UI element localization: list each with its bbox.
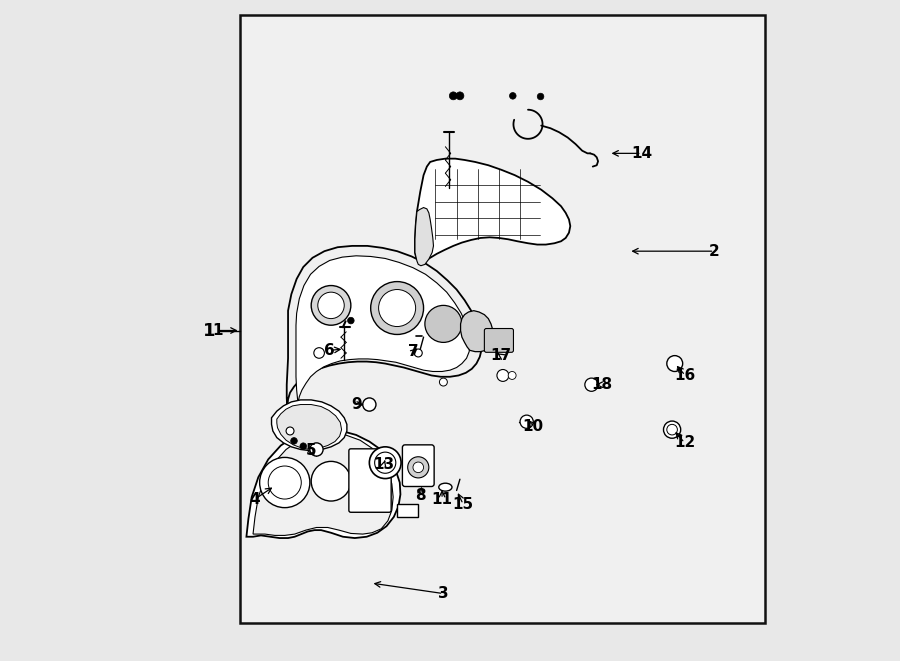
Circle shape <box>300 443 307 449</box>
Polygon shape <box>415 159 571 263</box>
Text: 9: 9 <box>351 397 362 412</box>
Circle shape <box>508 371 516 379</box>
Bar <box>397 504 418 517</box>
Circle shape <box>413 462 424 473</box>
Circle shape <box>667 424 678 435</box>
Polygon shape <box>461 311 493 352</box>
Text: 12: 12 <box>674 436 696 450</box>
Polygon shape <box>247 430 400 538</box>
FancyBboxPatch shape <box>349 449 392 512</box>
Text: 11: 11 <box>432 492 453 506</box>
Polygon shape <box>272 400 346 451</box>
Circle shape <box>369 447 401 479</box>
Circle shape <box>268 466 302 499</box>
Bar <box>240 15 765 623</box>
Text: 7: 7 <box>409 344 419 359</box>
Circle shape <box>497 369 508 381</box>
Circle shape <box>363 398 376 411</box>
Polygon shape <box>277 405 342 449</box>
Circle shape <box>291 438 297 444</box>
Text: 5: 5 <box>306 444 317 458</box>
Text: 4: 4 <box>249 492 260 506</box>
Text: 3: 3 <box>438 586 449 601</box>
Text: 1: 1 <box>212 323 222 338</box>
Text: 17: 17 <box>491 348 511 363</box>
Circle shape <box>667 356 683 371</box>
Polygon shape <box>253 434 393 535</box>
Text: 14: 14 <box>631 146 652 161</box>
Circle shape <box>439 378 447 386</box>
Polygon shape <box>287 246 482 418</box>
FancyBboxPatch shape <box>402 445 434 486</box>
Circle shape <box>520 415 534 428</box>
Circle shape <box>456 92 464 100</box>
Circle shape <box>663 421 680 438</box>
Circle shape <box>509 93 516 99</box>
Text: 6: 6 <box>324 343 335 358</box>
Polygon shape <box>296 256 470 403</box>
Circle shape <box>259 457 310 508</box>
Text: 16: 16 <box>675 368 696 383</box>
Polygon shape <box>415 208 434 266</box>
Circle shape <box>425 305 462 342</box>
Circle shape <box>371 282 424 334</box>
Text: 13: 13 <box>374 457 394 471</box>
Circle shape <box>414 349 422 357</box>
Circle shape <box>374 452 396 473</box>
Text: 10: 10 <box>523 419 544 434</box>
Circle shape <box>449 92 457 100</box>
Circle shape <box>408 457 428 478</box>
Text: 1: 1 <box>202 321 215 340</box>
Circle shape <box>314 348 324 358</box>
Ellipse shape <box>439 483 452 491</box>
FancyBboxPatch shape <box>484 329 514 352</box>
Circle shape <box>537 93 544 100</box>
Circle shape <box>286 427 294 435</box>
Circle shape <box>311 286 351 325</box>
Circle shape <box>318 292 344 319</box>
Text: 18: 18 <box>591 377 613 392</box>
Circle shape <box>347 317 355 324</box>
Text: 8: 8 <box>415 488 426 503</box>
Circle shape <box>379 290 416 327</box>
Circle shape <box>310 443 323 456</box>
Text: 2: 2 <box>709 244 720 258</box>
Circle shape <box>311 461 351 501</box>
Circle shape <box>585 378 598 391</box>
Text: 15: 15 <box>453 497 473 512</box>
